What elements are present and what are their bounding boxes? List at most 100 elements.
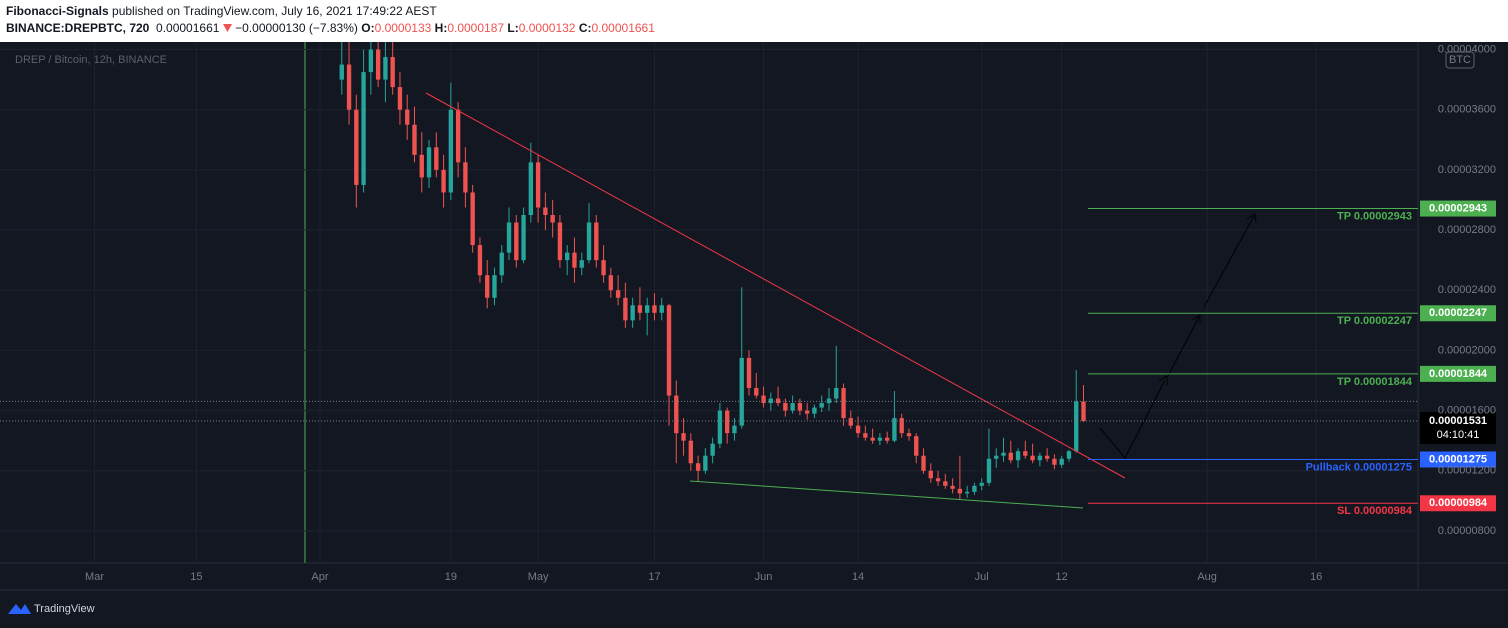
candle-body [724,410,730,434]
footer: TradingView [8,603,95,615]
candle-body [652,305,657,313]
candle-body [761,395,766,404]
header-line: BINANCE:DREPBTC, 720 0.00001661 −0.00000… [6,20,1508,37]
y-tick-label: 0.00000800 [1438,525,1496,537]
candle-body [972,485,977,492]
candle-body [383,57,388,80]
level-price: 0.00001275 [1429,453,1487,465]
candle-body [1066,451,1072,459]
candle-body [535,162,541,208]
current-price: 0.00001531 [1429,415,1487,427]
x-tick-label: May [528,571,549,583]
candle-body [594,222,599,261]
x-tick-label: Jun [755,571,773,583]
ohlc-key: H: [434,21,448,35]
x-tick-label: Aug [1197,571,1217,583]
candle-body [470,192,475,246]
level-price-box [1420,365,1496,382]
candle-body [521,215,526,261]
y-tick-label: 0.00001200 [1438,465,1496,477]
y-tick-label: 0.00002000 [1438,344,1496,356]
candle-body [550,215,555,223]
candle-body [1008,452,1013,461]
currency-badge [1445,51,1475,69]
pane [0,42,1418,563]
candle-body [543,207,548,216]
candle-body [368,49,374,73]
change: −0.00000130 (−7.83%) [235,21,358,35]
pane-title: DREP / Bitcoin, 12h, BINANCE [15,54,167,66]
candle-body [455,109,461,163]
y-tick-label: 0.00003600 [1438,104,1496,116]
candle-body [572,252,577,268]
resistance-trendline [425,92,1126,479]
y-tick-label: 0.00003200 [1438,164,1496,176]
candle-body [375,49,381,80]
candle-body [514,222,519,261]
level-price: 0.00001844 [1429,368,1488,380]
candle-body [630,305,635,321]
logo [8,604,31,614]
projection-arrow [1099,379,1166,459]
candle-body [339,64,344,80]
candle-body [717,410,723,444]
candle-body [855,425,861,434]
x-tick-label: Jul [975,571,989,583]
candle-body [441,169,446,193]
current-price-box [1420,411,1496,444]
candle-body [790,403,795,411]
level-price: 0.00000984 [1429,497,1488,509]
candle-body [826,398,832,404]
candle-body [681,433,686,441]
last-price: 0.00001661 [156,21,220,35]
candle-body [615,290,621,298]
candle-body [732,425,737,434]
ohlc-key: O: [361,21,375,35]
candle-body [754,388,759,396]
candle-body [877,437,883,441]
candle-body [812,407,817,414]
candle-body [819,403,824,408]
candle-body [354,109,359,185]
candle-body [659,305,664,313]
y-tick-label: 0.00002400 [1438,284,1496,296]
candle-body [775,398,781,404]
published: published on TradingView.com, July 16, 2… [112,4,437,18]
candle-body [419,154,424,178]
brand: TradingView [34,603,95,615]
candle-body [768,398,773,404]
candle-body [601,260,606,276]
candle-body [979,482,984,486]
candle-body [943,481,948,486]
candle-body [361,72,366,185]
candle-body [405,109,410,125]
level-price: 0.00002943 [1429,202,1487,214]
candle-body [637,305,643,313]
candle-body [346,64,352,110]
candle-body [870,437,875,441]
candle-body [1015,451,1021,461]
candle-body [492,275,497,298]
candle-body [528,162,534,216]
x-tick-label: 16 [1310,571,1322,583]
level-price-box [1420,451,1496,468]
candle-body [1030,455,1035,461]
candle-body [448,109,454,193]
candle-body [434,147,439,170]
candle-body [848,418,853,426]
x-tick-label: 14 [852,571,864,583]
candle-body [1037,455,1043,461]
arrow-head [1158,375,1168,385]
x-tick-label: 15 [190,571,202,583]
candle-body [1044,455,1050,459]
ohlc-value: 0.0000187 [447,21,505,35]
level-price-box [1420,305,1496,322]
level-label: TP 0.00002247 [1337,315,1412,327]
candle-body [1074,401,1079,452]
candle-body [1059,458,1064,465]
candle-body [579,260,584,268]
candle-body [892,418,897,441]
header: Fibonacci-Signals published on TradingVi… [0,0,1508,42]
candle-body [906,433,912,437]
